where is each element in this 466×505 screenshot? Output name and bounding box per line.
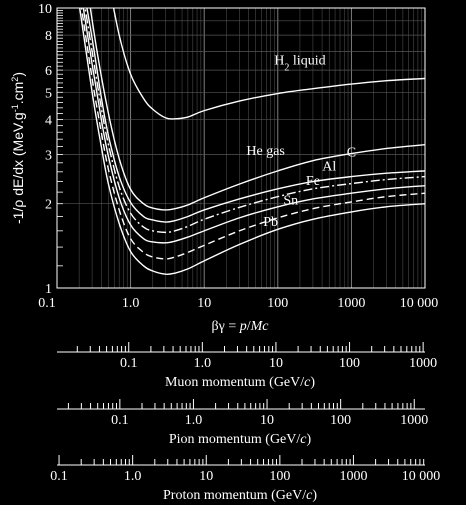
x-tick-label: 10 [197,296,211,311]
axis-tick-label: 1000 [400,413,428,428]
momentum-axis-proton: 0.1 1.0 10 100 1000 10 000 Proton momentum (Ge… [50,455,440,503]
curve-label-pb: Pb [263,215,278,230]
curve-label-he-gas: He gas [246,144,285,159]
y-tick-label: 3 [45,148,52,163]
axis-tick-label: 0.1 [50,469,68,484]
momentum-axes: 0.1 1.0 10 100 1000 Muon momentum (GeV/c) 0.1 1… [50,342,440,503]
x-axis-label: βγ = p/Mc [212,319,270,334]
axis-tick-label: 100 [269,469,290,484]
axis-title: Pion momentum (GeV/c) [169,432,312,447]
y-tick-label: 5 [45,86,52,101]
curve-label-h2-liquid: H2 liquid [274,53,325,73]
plot-frame [56,7,426,289]
x-tick-label: 1000 [337,296,365,311]
curve-label-sn: Sn [283,193,298,208]
curve-label-al: Al [322,160,336,175]
axis-tick-label: 10 [199,469,213,484]
axis-tick-label: 10 000 [402,469,441,484]
y-tick-label: 4 [45,113,52,128]
grid [56,7,425,289]
y-tick-label: 8 [45,29,52,44]
axis-tick-label: 1.0 [185,413,203,428]
y-tick-label: 10 [38,2,52,17]
y-tick-labels: 1 2 3 4 5 6 8 10 [38,2,52,297]
curves [79,8,425,276]
axis-tick-label: 1.0 [194,356,212,371]
axis-tick-label: 0.1 [111,413,129,428]
x-tick-label: 10 000 [400,296,439,311]
y-tick-label: 2 [45,198,52,213]
series-line-h2-liquid [112,8,425,120]
axis-tick-label: 10 [269,356,283,371]
axis-tick-label: 1.0 [124,469,142,484]
series-line-fe [82,8,425,244]
y-axis-label: -1/ρ dE/dx (MeV.g-1.cm2) [10,72,26,224]
axis-title: Muon momentum (GeV/c) [165,375,315,390]
y-tick-label: 1 [45,282,52,297]
series-line-c [86,8,425,223]
x-tick-labels: 0.1 1.0 10 100 1000 10 000 [38,296,438,311]
axis-tick-label: 10 [260,413,274,428]
x-tick-label: 0.1 [38,296,56,311]
series-line-sn [80,8,425,260]
axis-title: Proton momentum (GeV/c) [163,488,317,503]
series-line-al [84,8,425,234]
axis-tick-label: 0.1 [120,356,138,371]
axis-tick-label: 100 [339,356,360,371]
curve-label-fe: Fe [306,174,320,189]
y-tick-label: 6 [45,64,52,79]
curve-label-c: C [347,146,356,161]
series-line-pb [79,8,425,276]
axis-tick-label: 1000 [409,356,437,371]
axis-tick-label: 1000 [339,469,367,484]
momentum-axis-pion: 0.1 1.0 10 100 1000 Pion momentum (GeV/c) [57,399,428,447]
momentum-axis-muon: 0.1 1.0 10 100 1000 Muon momentum (GeV/c) [57,342,437,390]
axis-tick-label: 100 [330,413,351,428]
x-tick-label: 1.0 [122,296,140,311]
series-line-he-gas [89,8,425,211]
x-tick-label: 100 [267,296,288,311]
